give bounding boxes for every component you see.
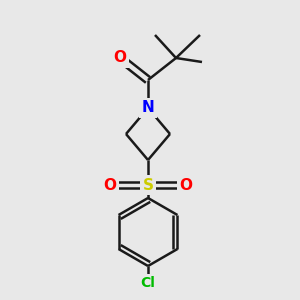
- Text: O: O: [103, 178, 116, 193]
- Text: S: S: [142, 178, 154, 193]
- Text: N: N: [142, 100, 154, 116]
- Text: O: O: [179, 178, 193, 193]
- Text: Cl: Cl: [141, 276, 155, 290]
- Text: O: O: [113, 50, 127, 65]
